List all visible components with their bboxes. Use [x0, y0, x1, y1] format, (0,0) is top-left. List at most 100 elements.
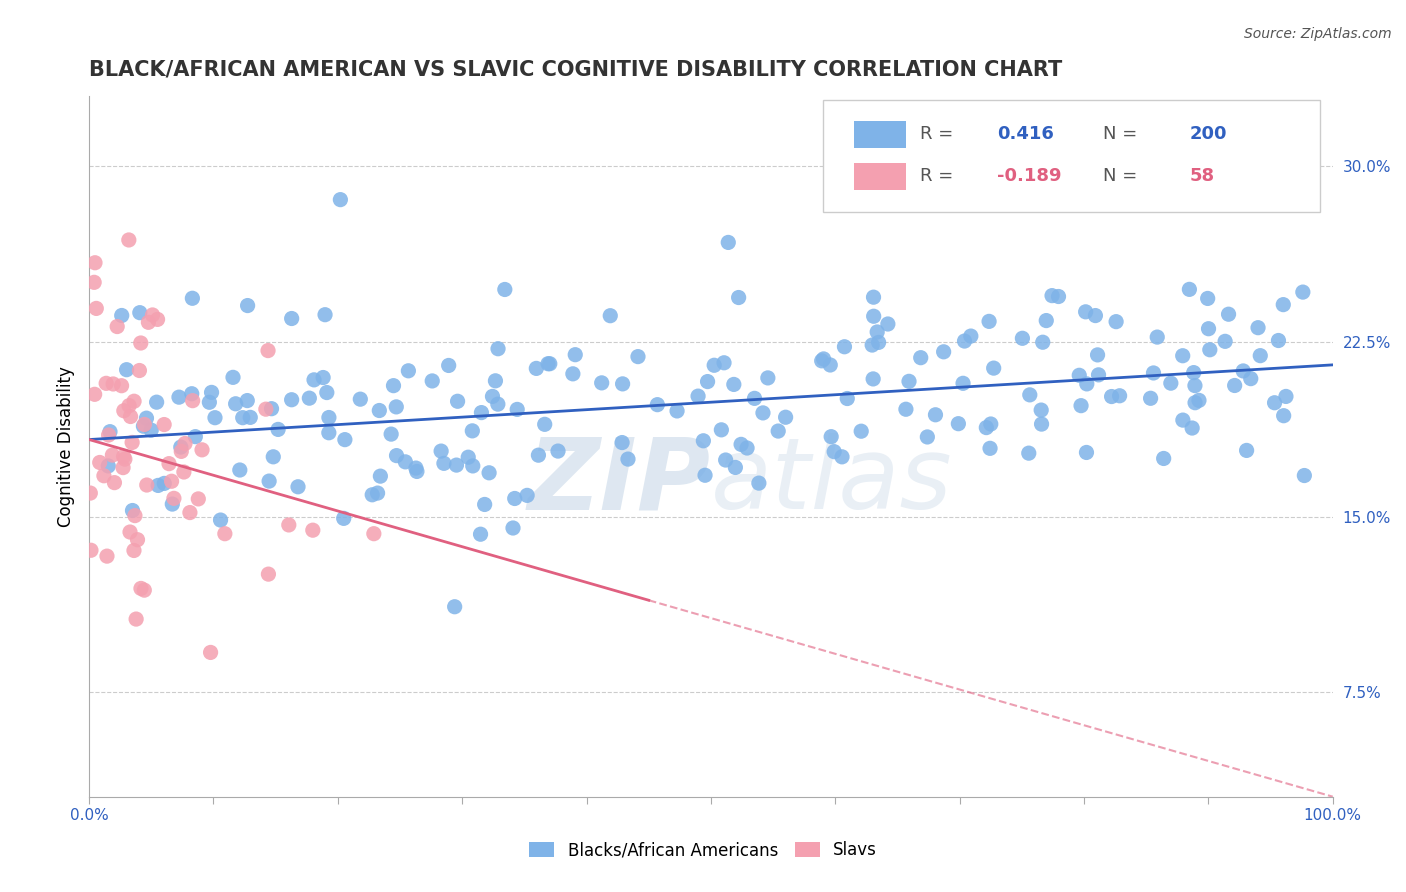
- Point: [561, 367, 583, 381]
- Point: [1267, 334, 1289, 348]
- Point: [430, 444, 453, 458]
- Point: [666, 404, 689, 418]
- Point: [1223, 378, 1246, 392]
- Point: [257, 474, 280, 488]
- Point: [121, 435, 143, 450]
- Point: [179, 506, 201, 520]
- Text: Source: ZipAtlas.com: Source: ZipAtlas.com: [1244, 27, 1392, 41]
- Point: [952, 376, 974, 391]
- Text: N =: N =: [1102, 167, 1143, 185]
- Point: [79, 486, 101, 500]
- Point: [380, 427, 402, 442]
- Point: [406, 465, 429, 479]
- Point: [315, 385, 337, 400]
- Point: [170, 440, 193, 454]
- Point: [612, 376, 634, 391]
- Point: [516, 488, 538, 502]
- Point: [1218, 307, 1240, 321]
- Point: [332, 511, 354, 525]
- Text: 0.416: 0.416: [997, 125, 1054, 143]
- Point: [83, 387, 105, 401]
- Point: [141, 308, 163, 322]
- Point: [97, 428, 120, 442]
- Point: [225, 397, 247, 411]
- Point: [980, 417, 1002, 431]
- Point: [876, 317, 898, 331]
- Point: [103, 475, 125, 490]
- Point: [599, 309, 621, 323]
- Point: [124, 508, 146, 523]
- Text: BLACK/AFRICAN AMERICAN VS SLAVIC COGNITIVE DISABILITY CORRELATION CHART: BLACK/AFRICAN AMERICAN VS SLAVIC COGNITI…: [89, 60, 1063, 79]
- Point: [898, 375, 921, 389]
- Point: [232, 410, 254, 425]
- Point: [647, 398, 669, 412]
- Point: [1184, 395, 1206, 409]
- Point: [1074, 305, 1097, 319]
- Point: [860, 338, 883, 352]
- Point: [173, 465, 195, 479]
- Point: [748, 476, 770, 491]
- Point: [744, 392, 766, 406]
- Point: [723, 377, 745, 392]
- Point: [112, 403, 135, 417]
- Point: [1105, 315, 1128, 329]
- Point: [1018, 388, 1040, 402]
- Point: [953, 334, 976, 348]
- Point: [686, 389, 709, 403]
- Point: [83, 276, 105, 290]
- Point: [446, 394, 468, 409]
- Point: [610, 435, 633, 450]
- Point: [187, 491, 209, 506]
- Point: [851, 424, 873, 438]
- Point: [717, 235, 740, 250]
- Point: [370, 469, 392, 483]
- Point: [101, 448, 124, 462]
- Point: [214, 526, 236, 541]
- Point: [200, 385, 222, 400]
- Point: [298, 391, 321, 405]
- Point: [506, 402, 529, 417]
- Point: [564, 348, 586, 362]
- FancyBboxPatch shape: [823, 100, 1320, 212]
- Point: [823, 444, 845, 458]
- Point: [1139, 392, 1161, 406]
- Point: [1197, 292, 1219, 306]
- Point: [101, 376, 124, 391]
- Text: atlas: atlas: [711, 433, 952, 530]
- Point: [146, 478, 169, 492]
- Point: [457, 450, 479, 465]
- Point: [1294, 468, 1316, 483]
- Point: [1142, 366, 1164, 380]
- Point: [93, 468, 115, 483]
- Point: [254, 402, 277, 417]
- Point: [134, 583, 156, 598]
- Point: [405, 461, 427, 475]
- Point: [533, 417, 555, 432]
- Point: [494, 283, 516, 297]
- Point: [118, 524, 141, 539]
- Point: [1198, 343, 1220, 357]
- Point: [437, 359, 460, 373]
- Point: [363, 526, 385, 541]
- Text: 58: 58: [1189, 167, 1215, 185]
- Point: [910, 351, 932, 365]
- Point: [236, 393, 259, 408]
- Point: [862, 290, 884, 304]
- Point: [1275, 389, 1298, 403]
- Point: [314, 308, 336, 322]
- Point: [96, 376, 118, 391]
- Point: [1101, 390, 1123, 404]
- Point: [170, 444, 193, 458]
- Point: [89, 455, 111, 469]
- Point: [1264, 396, 1286, 410]
- Point: [1236, 443, 1258, 458]
- Point: [132, 419, 155, 434]
- Point: [443, 599, 465, 614]
- Point: [766, 424, 789, 438]
- Point: [367, 486, 389, 500]
- Point: [693, 468, 716, 483]
- Point: [976, 420, 998, 434]
- Point: [118, 399, 141, 413]
- Text: ZIP: ZIP: [527, 433, 711, 530]
- Point: [1146, 330, 1168, 344]
